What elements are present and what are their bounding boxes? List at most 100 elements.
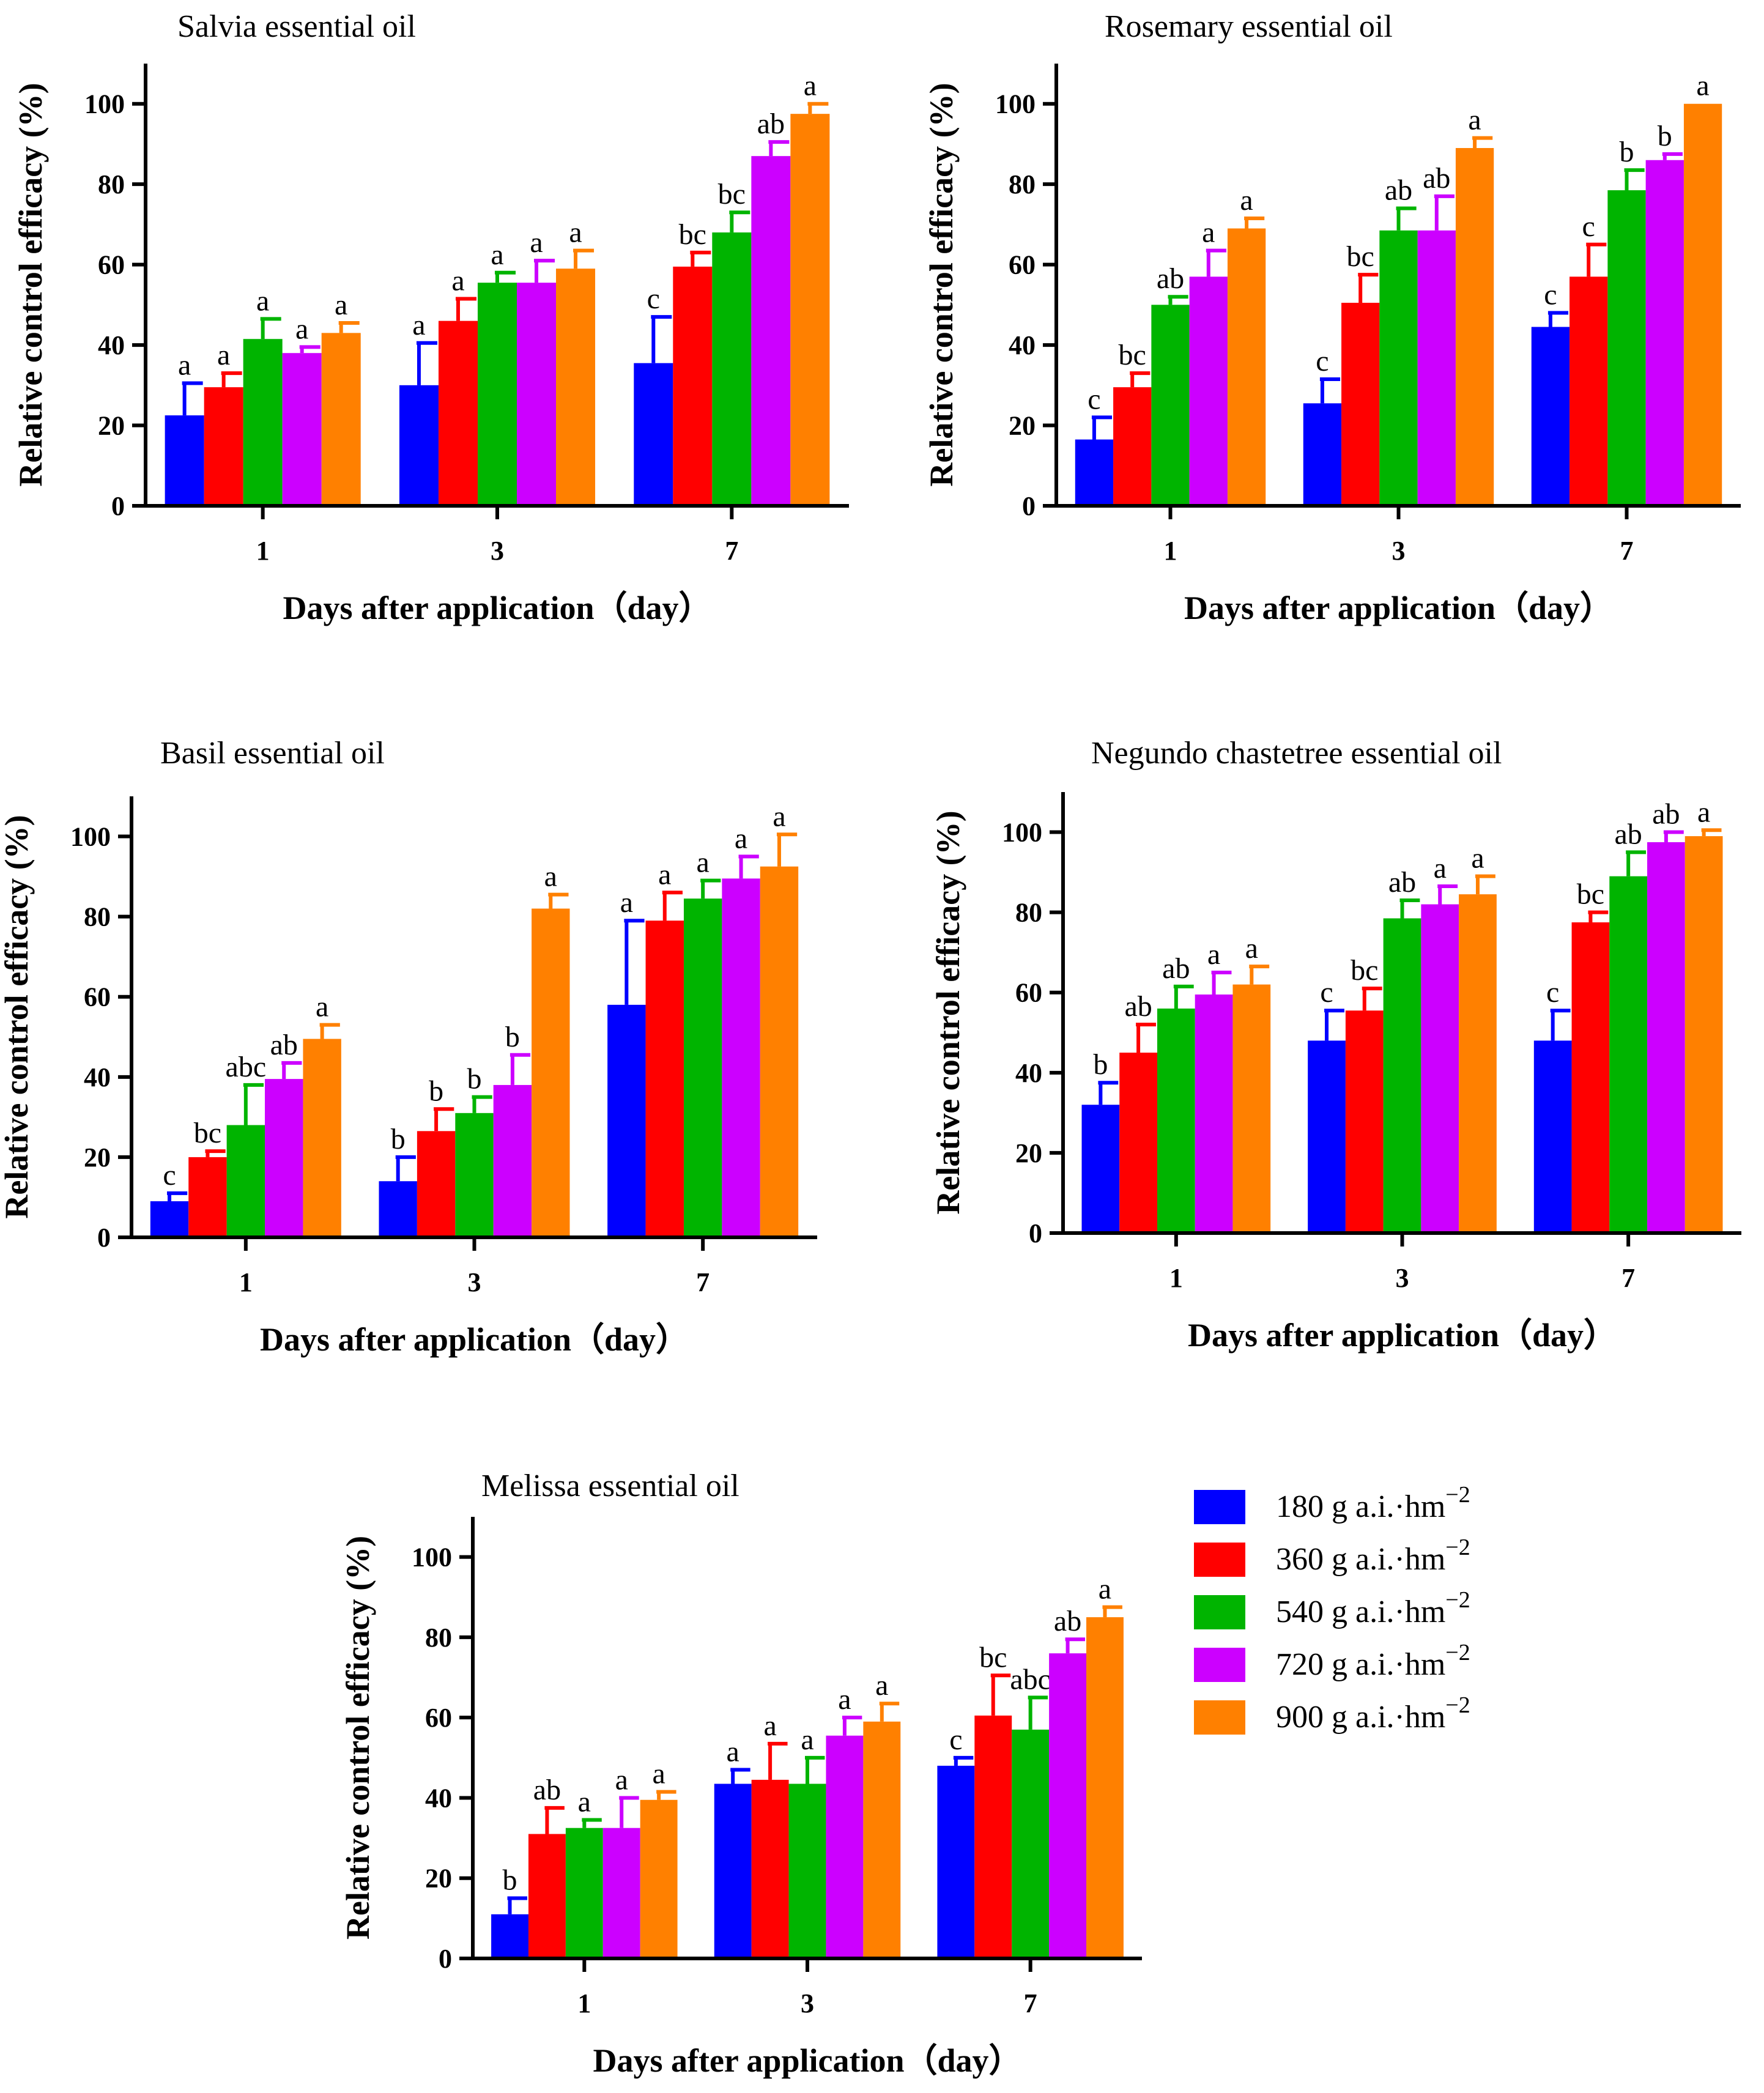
y-tick-label: 40 [1009,330,1036,360]
y-tick-label: 40 [84,1062,111,1092]
bar [1383,918,1421,1233]
significance-letter: c [647,283,660,315]
significance-letter: ab [1388,866,1416,898]
significance-letter: bc [194,1117,221,1149]
chart-title: Basil essential oil [160,736,385,771]
bar [1049,1653,1087,1958]
bar [1086,1617,1124,1958]
significance-letter: ab [1615,818,1642,850]
significance-letter: ab [1162,952,1190,985]
significance-letter: ab [1423,162,1450,194]
chart-title: Negundo chastetree essential oil [1091,736,1502,771]
y-tick-label: 0 [439,1944,452,1974]
significance-letter: ab [1385,174,1412,207]
significance-letter: bc [1119,339,1146,371]
y-tick-label: 60 [84,982,111,1012]
bar [517,283,557,506]
bar [937,1765,975,1958]
x-tick-label: 1 [1164,536,1177,566]
significance-letter: a [217,339,230,371]
significance-letter: b [1658,120,1672,152]
y-tick-label: 20 [1015,1138,1042,1168]
bar [1232,984,1271,1233]
significance-letter: a [1240,184,1253,217]
significance-letter: bc [979,1641,1007,1673]
bar [1684,836,1723,1233]
y-tick-label: 40 [98,330,125,360]
significance-letter: a [735,822,747,854]
bar [399,385,439,506]
significance-letter: abc [1010,1663,1051,1695]
y-tick-label: 0 [111,491,125,521]
legend-item: 900 g a.i.·hm−2 [1194,1692,1470,1735]
significance-letter: b [505,1021,520,1053]
x-axis-title: Days after application（day） [1188,1317,1617,1354]
significance-letter: a [652,1758,665,1790]
bar [1379,230,1418,506]
y-tick-label: 100 [995,89,1036,119]
significance-letter: c [1088,383,1100,415]
significance-letter: c [1320,976,1333,1009]
significance-letter: a [544,861,557,893]
significance-letter: ab [757,108,785,140]
x-tick-label: 3 [491,536,504,566]
significance-letter: c [1546,976,1559,1009]
x-axis-title: Days after application（day） [283,590,711,626]
y-axis-title: Relative control efficacy (%) [339,1536,376,1939]
bar [493,1084,532,1237]
significance-letter: ab [1157,262,1184,295]
x-tick-label: 1 [256,536,270,566]
y-tick-label: 60 [1015,978,1042,1008]
x-tick-label: 7 [1621,1263,1635,1293]
bar [1195,995,1233,1233]
x-axis-title: Days after application（day） [593,2042,1021,2079]
bar [417,1131,456,1237]
y-tick-label: 100 [412,1543,452,1573]
significance-letter: a [1696,70,1709,102]
legend-swatch [1194,1595,1245,1629]
bar [226,1125,265,1237]
legend-label-text: 540 g a.i.·hm [1276,1595,1445,1629]
bar [683,898,722,1237]
significance-letter: a [491,239,503,271]
bar [1531,327,1570,506]
bar [712,232,752,506]
y-tick-label: 100 [84,89,125,119]
bar [532,908,570,1237]
significance-letter: b [429,1075,443,1107]
significance-letter: a [875,1669,888,1702]
bar [455,1113,494,1237]
y-tick-label: 0 [1029,1218,1042,1248]
x-tick-label: 7 [1024,1988,1037,2018]
significance-letter: a [295,313,308,345]
y-tick-label: 60 [1009,250,1036,280]
significance-letter: c [1316,345,1329,377]
y-tick-label: 40 [425,1783,452,1813]
significance-letter: ab [533,1774,561,1806]
bar [1113,387,1152,506]
bar [1609,876,1648,1233]
legend-item: 540 g a.i.·hm−2 [1194,1587,1470,1629]
significance-letter: a [1245,932,1258,965]
x-tick-label: 7 [696,1267,710,1297]
bar [790,114,830,506]
bar [1571,922,1610,1233]
significance-letter: a [316,991,328,1023]
legend-item: 180 g a.i.·hm−2 [1194,1482,1470,1524]
x-tick-label: 1 [1169,1263,1183,1293]
y-axis-title: Relative control efficacy (%) [930,810,966,1214]
bar [1645,160,1684,506]
bar [1081,1105,1120,1233]
legend-label: 360 g a.i.·hm−2 [1276,1535,1470,1577]
y-tick-label: 100 [1002,818,1042,848]
legend-label-text: 180 g a.i.·hm [1276,1489,1445,1524]
legend-swatch [1194,1648,1245,1682]
y-tick-label: 20 [425,1864,452,1894]
chart-title: Salvia essential oil [177,9,416,44]
significance-letter: a [727,1736,739,1768]
bar [1607,190,1646,506]
x-tick-label: 3 [468,1267,481,1297]
